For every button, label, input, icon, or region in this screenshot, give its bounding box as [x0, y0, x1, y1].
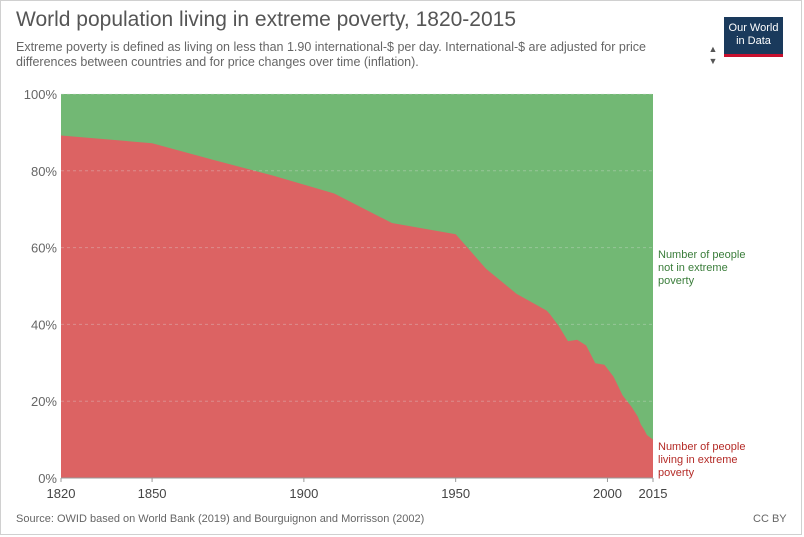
y-tick-label: 0% — [38, 471, 57, 486]
owid-logo[interactable]: Our World in Data — [724, 17, 783, 57]
series-label-not-in-poverty: Number of people — [658, 249, 745, 261]
logo-line-1: Our World — [728, 22, 779, 34]
series-label-not-in-poverty: poverty — [658, 275, 695, 287]
y-tick-label: 40% — [31, 317, 57, 332]
x-tick-label: 2000 — [593, 486, 622, 501]
series-label-not-in-poverty: not in extreme — [658, 262, 728, 274]
scroll-down-icon[interactable]: ▼ — [708, 56, 718, 66]
scroll-up-icon[interactable]: ▲ — [708, 44, 718, 54]
source-note: Source: OWID based on World Bank (2019) … — [16, 513, 425, 525]
x-tick-label: 1900 — [289, 486, 318, 501]
y-tick-label: 20% — [31, 394, 57, 409]
series-area-extreme-poverty — [61, 135, 653, 478]
y-tick-label: 100% — [24, 87, 58, 102]
license-link[interactable]: CC BY — [753, 513, 787, 525]
chart-subtitle: Extreme poverty is defined as living on … — [16, 40, 646, 69]
chart-title: World population living in extreme pover… — [16, 8, 517, 31]
x-tick-label: 1820 — [47, 486, 76, 501]
x-tick-label: 1850 — [138, 486, 167, 501]
x-tick-label: 2015 — [639, 486, 668, 501]
series-label-extreme-poverty: poverty — [658, 467, 695, 479]
y-tick-label: 80% — [31, 164, 57, 179]
series-label-extreme-poverty: Number of people — [658, 441, 745, 453]
series-label-extreme-poverty: living in extreme — [658, 454, 737, 466]
y-tick-label: 60% — [31, 241, 57, 256]
x-tick-label: 1950 — [441, 486, 470, 501]
subtitle-scroll-control[interactable]: ▲ ▼ — [707, 43, 719, 70]
logo-line-2: in Data — [736, 35, 771, 47]
